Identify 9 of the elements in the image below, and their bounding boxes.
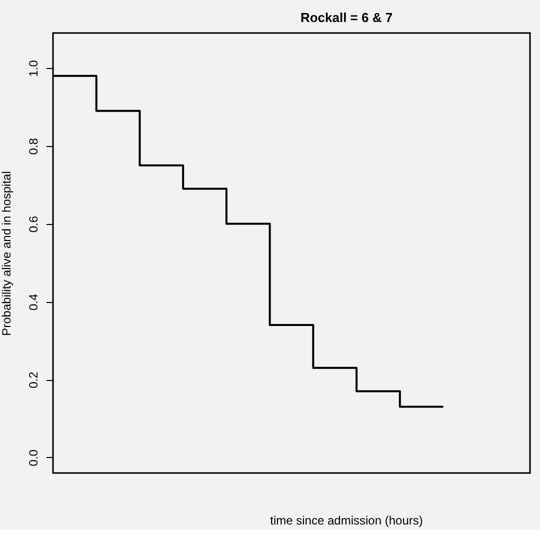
y-axis-title: Probability alive and in hospital xyxy=(0,171,14,336)
y-tick-label: 0.8 xyxy=(26,138,40,155)
y-tick-label: 0.6 xyxy=(26,216,40,233)
y-tick-label: 0.2 xyxy=(26,371,40,388)
chart-title: Rockall = 6 & 7 xyxy=(300,10,393,25)
x-axis-title: time since admission (hours) xyxy=(270,514,423,528)
y-tick-label: 1.0 xyxy=(26,60,40,77)
y-tick-label: 0.4 xyxy=(26,294,40,311)
y-tick-label: 0.0 xyxy=(26,449,40,466)
